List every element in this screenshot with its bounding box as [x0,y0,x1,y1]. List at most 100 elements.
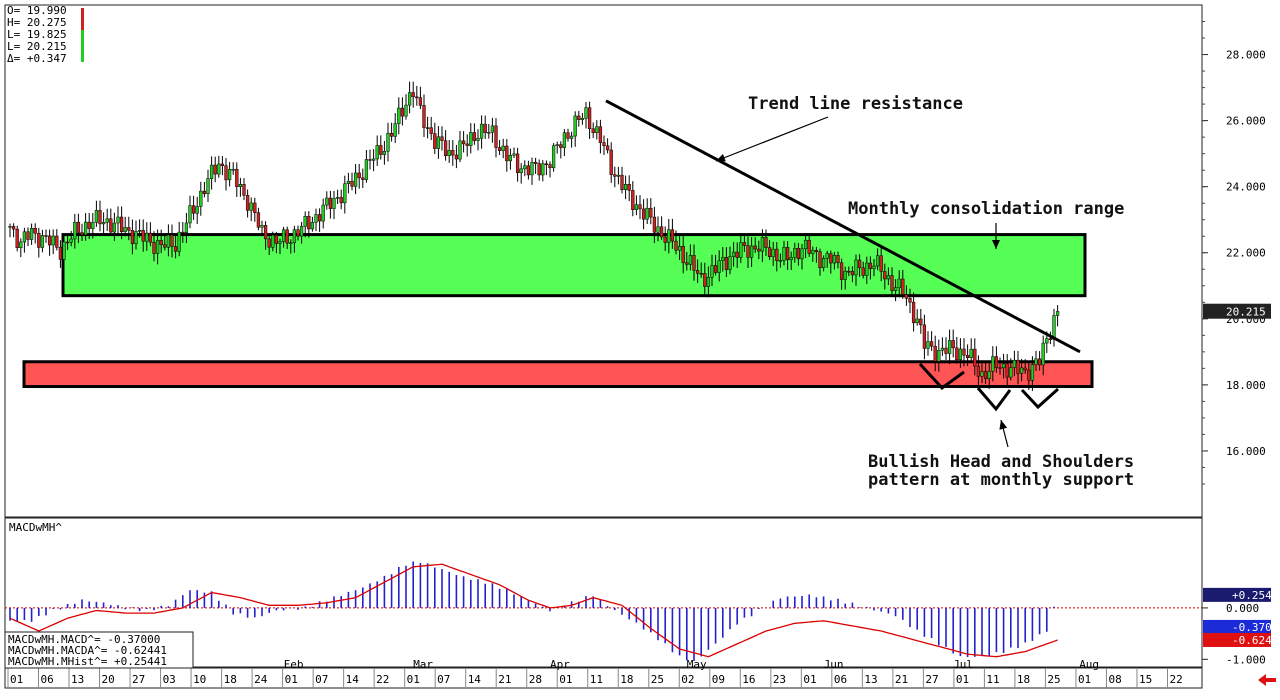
candle-down [1027,369,1031,381]
date-axis-label: 03 [163,673,176,686]
candle-up [717,260,721,273]
candle-up [872,265,876,269]
candle-down [955,347,959,361]
support-box [22,360,1094,389]
candle-down [483,123,487,133]
candle-up [364,159,369,180]
consolidation-box [61,233,1087,298]
candle-up [199,190,203,207]
candle-down [965,355,970,358]
price-axis-label: 26.000 [1226,115,1266,128]
macd-title: MACDwMH^ [9,521,62,534]
candle-up [91,222,95,229]
date-axis-label: 20 [102,673,115,686]
candle-up [83,221,88,236]
candle-down [58,247,63,260]
candle-down [713,265,718,273]
macd-value-badge-text: -0.370 [1232,621,1272,634]
candle-up [782,247,786,261]
price-axis-label: 16.000 [1226,445,1266,458]
candle-up [811,250,815,254]
candle-up [177,231,181,252]
candle-down [548,164,552,169]
candle-up [62,241,66,260]
candle-down [181,231,185,234]
date-axis-label: 27 [925,673,938,686]
date-axis-label: 07 [315,673,328,686]
left-shoulder-mark [918,362,965,391]
right-shoulder-mark [1020,387,1060,410]
candle-down [757,248,761,252]
candle-down [785,247,790,261]
candle-up [19,241,23,249]
candle-down [451,150,455,156]
candle-up [519,168,523,174]
candle-down [620,174,624,190]
candle-up [227,169,232,181]
date-axis-label: 23 [773,673,786,686]
candle-down [559,144,563,148]
candle-up [343,183,347,204]
candle-up [101,222,106,225]
candle-up [134,231,138,245]
candle-down [141,230,145,242]
ohlc-change: Δ= +0.347 [7,52,67,65]
candle-up [278,241,282,244]
candle-up [209,164,214,179]
candle-up [947,340,952,354]
candle-down [26,231,30,240]
candle-down [361,177,365,180]
macd-value-badge-text: +0.254 [1232,589,1272,602]
candle-up [393,123,397,137]
ohlc-last: L= 20.215 [7,40,67,53]
candle-up [656,226,660,233]
candle-up [321,204,325,222]
candle-up [29,228,34,240]
candle-down [465,143,469,146]
candle-up [137,230,142,232]
candle-up [580,118,585,120]
date-axis-label: 14 [346,673,360,686]
candle-up [843,270,847,280]
candle-up [562,132,567,148]
candle-down [285,229,289,244]
macd-panel-frame [4,517,1203,668]
macd-legend-mhist: MACDwMH.MHist^= +0.25441 [8,655,167,668]
candle-up [555,144,559,146]
candle-down [368,159,372,161]
date-axis-label: 18 [1017,673,1030,686]
candle-down [807,239,811,254]
candle-down [98,210,102,225]
hs-label-line1: Bullish Head and Shoulders [868,452,1134,472]
candle-down [922,324,927,349]
candle-down [904,294,909,299]
candle-up [739,242,743,258]
candle-down [850,271,855,276]
date-axis-label: 25 [651,673,664,686]
candle-down [908,298,912,303]
candle-down [649,207,653,218]
candle-down [983,371,988,380]
candle-up [217,163,221,175]
date-axis-label: 21 [498,673,511,686]
candle-down [847,270,851,273]
candle-down [15,228,19,249]
candle-down [307,216,311,230]
candle-down [605,145,610,151]
candle-up [854,259,858,276]
candle-up [1019,367,1024,374]
candle-down [818,251,822,268]
candle-down [703,273,707,287]
candle-down [861,267,865,276]
candle-up [886,275,891,280]
candle-down [526,165,531,176]
candle-down [443,140,448,157]
date-axis-label: 01 [10,673,23,686]
candle-down [148,232,153,243]
candle-up [940,347,945,351]
back-arrow-icon[interactable] [1258,674,1276,686]
candle-down [695,270,700,274]
candle-up [145,232,149,242]
candle-down [933,345,937,362]
candle-down [389,132,394,137]
